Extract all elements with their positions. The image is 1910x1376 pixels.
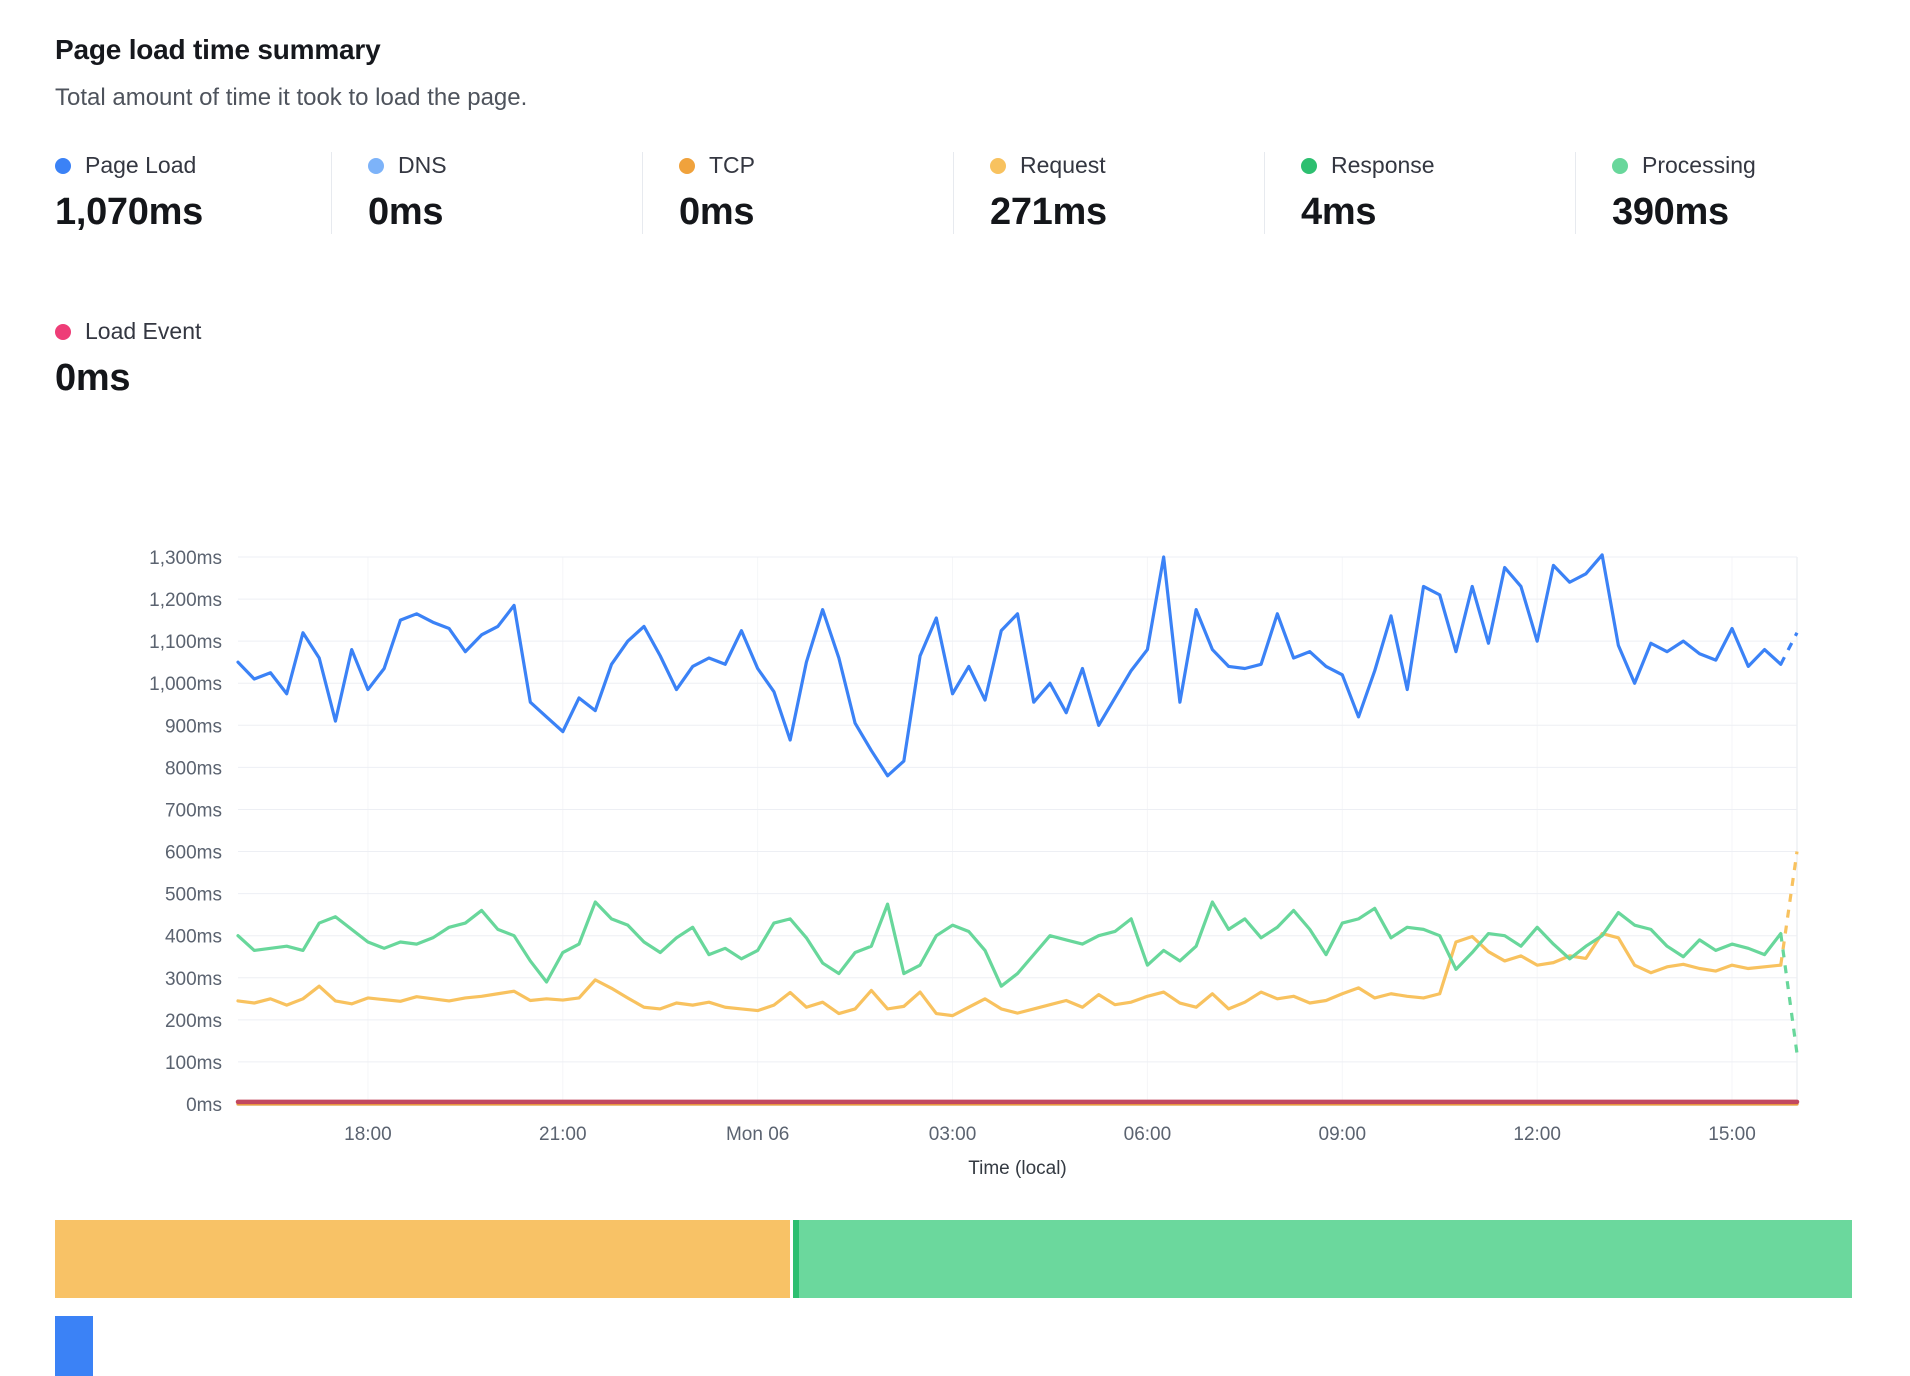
page-title: Page load time summary (55, 34, 381, 65)
svg-text:700ms: 700ms (165, 800, 222, 821)
metric-value: 271ms (990, 191, 1107, 233)
processing-legend-dot (1612, 157, 1628, 174)
svg-text:1,100ms: 1,100ms (149, 632, 222, 653)
svg-text:09:00: 09:00 (1319, 1124, 1367, 1145)
svg-text:300ms: 300ms (165, 969, 222, 990)
metric-response[interactable]: Response 4ms (1264, 152, 1575, 234)
svg-text:Mon 06: Mon 06 (726, 1124, 789, 1145)
metric-label: Response (1331, 152, 1435, 178)
page-load-legend-dot (55, 157, 71, 174)
svg-text:0ms: 0ms (186, 1095, 222, 1116)
svg-text:100ms: 100ms (165, 1053, 222, 1074)
svg-text:06:00: 06:00 (1124, 1124, 1172, 1145)
chart-area: 0ms 100ms 200ms 300ms 400ms 500ms 600ms 700ms 80… (55, 532, 1910, 1184)
metric-value: 390ms (1612, 191, 1729, 233)
metrics-legend-row-2: Load Event 0ms (55, 318, 1910, 400)
metric-request[interactable]: Request 271ms (953, 152, 1264, 234)
svg-text:400ms: 400ms (165, 927, 222, 948)
svg-text:15:00: 15:00 (1708, 1124, 1756, 1145)
response-legend-dot (1301, 157, 1317, 174)
series-line-page-load (236, 553, 1799, 778)
y-axis-labels: 0ms 100ms 200ms 300ms 400ms 500ms 600ms 700ms 80… (149, 548, 222, 1116)
metric-label: Load Event (85, 318, 202, 344)
metric-label: TCP (709, 152, 755, 178)
metric-label: DNS (398, 152, 447, 178)
metric-value: 0ms (55, 357, 131, 399)
svg-text:18:00: 18:00 (344, 1124, 392, 1145)
x-axis-labels: 18:00 21:00 Mon 06 03:00 06:00 09:00 12:00 15:0… (344, 1124, 1756, 1179)
series-line-request (236, 851, 1799, 1018)
series-line-processing (236, 900, 1799, 1054)
metric-load-event[interactable]: Load Event 0ms (55, 318, 331, 400)
metric-value: 0ms (679, 191, 755, 233)
metric-value: 4ms (1301, 191, 1377, 233)
metric-value: 0ms (368, 191, 444, 233)
tcp-legend-dot (679, 157, 695, 174)
metric-processing[interactable]: Processing 390ms (1575, 152, 1886, 234)
load-event-legend-dot (55, 323, 71, 340)
duration-breakdown-bar (55, 1220, 1852, 1298)
chart-gridlines (238, 556, 1798, 1105)
svg-text:21:00: 21:00 (539, 1124, 587, 1145)
dns-legend-dot (368, 157, 384, 174)
metric-label: Page Load (85, 152, 197, 178)
svg-text:1,300ms: 1,300ms (149, 548, 222, 569)
svg-text:12:00: 12:00 (1513, 1124, 1561, 1145)
x-axis-title: Time (local) (968, 1158, 1067, 1179)
next-bar-partial (55, 1316, 93, 1376)
svg-text:1,000ms: 1,000ms (149, 674, 222, 695)
metrics-legend-row: Page Load 1,070ms DNS 0ms TCP 0ms Request 271ms… (55, 152, 1910, 234)
breakdown-segment-3 (792, 1220, 799, 1298)
svg-text:1,200ms: 1,200ms (149, 590, 222, 611)
metric-label: Processing (1642, 152, 1756, 178)
metric-label: Request (1020, 152, 1106, 178)
svg-text:800ms: 800ms (165, 758, 222, 779)
request-legend-dot (990, 157, 1006, 174)
svg-text:200ms: 200ms (165, 1011, 222, 1032)
breakdown-segment-4 (798, 1220, 1852, 1298)
breakdown-segment-1 (55, 1220, 790, 1298)
svg-text:03:00: 03:00 (929, 1124, 977, 1145)
metric-tcp[interactable]: TCP 0ms (642, 152, 953, 234)
metric-value: 1,070ms (55, 191, 203, 233)
svg-text:500ms: 500ms (165, 885, 222, 906)
svg-text:900ms: 900ms (165, 716, 222, 737)
metric-dns[interactable]: DNS 0ms (331, 152, 642, 234)
breakdown-segment-2 (789, 1220, 793, 1298)
page-subtitle: Total amount of time it took to load the… (55, 84, 528, 111)
metric-page-load[interactable]: Page Load 1,070ms (55, 152, 331, 234)
svg-text:600ms: 600ms (165, 843, 222, 864)
load-time-chart[interactable]: 0ms 100ms 200ms 300ms 400ms 500ms 600ms 700ms 80… (55, 532, 1852, 1179)
